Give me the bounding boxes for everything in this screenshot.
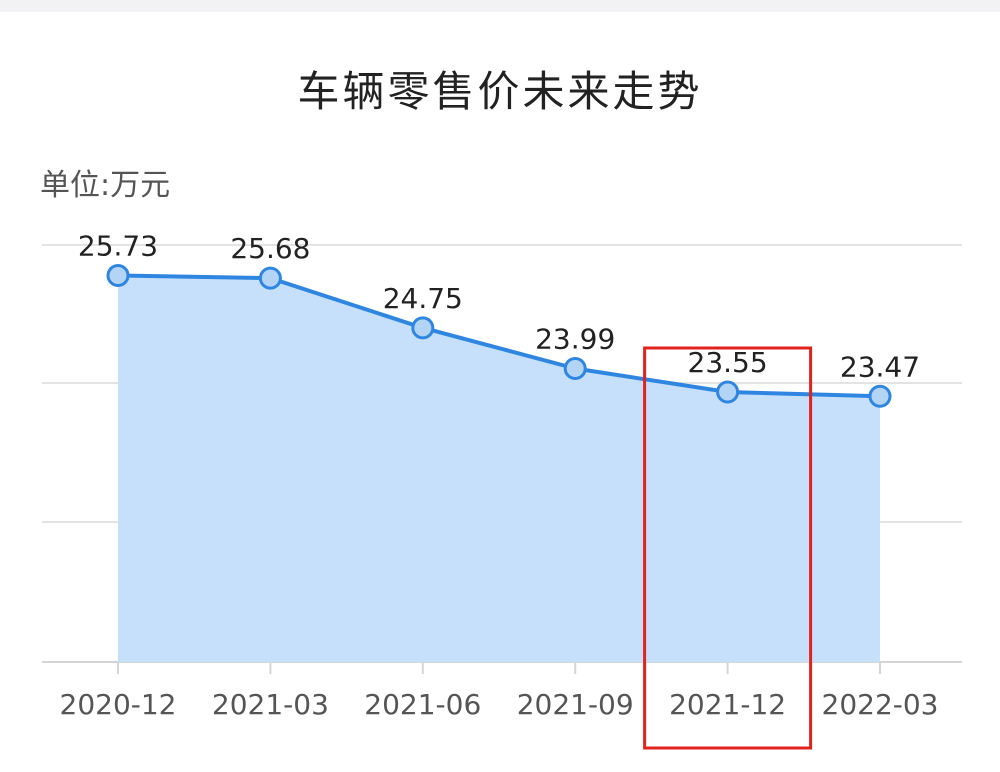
top-strip	[0, 0, 1000, 12]
x-tick-label-0: 2020-12	[60, 688, 177, 721]
series-area	[118, 275, 880, 662]
highlight-box	[643, 346, 813, 750]
data-point-0	[106, 263, 130, 287]
x-tick-label-5: 2022-03	[822, 688, 939, 721]
area-fill-layer	[118, 275, 880, 662]
data-point-1	[258, 266, 282, 290]
data-label-2: 24.75	[383, 282, 463, 315]
data-point-2	[411, 316, 435, 340]
highlight-layer	[643, 346, 813, 750]
data-label-0: 25.73	[78, 229, 158, 262]
x-tick-label-1: 2021-03	[212, 688, 329, 721]
data-point-3	[563, 356, 587, 380]
data-point-5	[868, 384, 892, 408]
data-markers	[106, 263, 892, 408]
series-line-layer	[117, 273, 881, 399]
x-axis-ticks: 2020-12 2021-03 2021-06 2021-09 2021-12 2022-…	[60, 662, 939, 721]
data-label-3: 23.99	[535, 322, 615, 355]
x-tick-label-2: 2021-06	[364, 688, 481, 721]
data-label-5: 23.47	[840, 350, 920, 383]
chart-title: 车辆零售价未来走势	[297, 67, 703, 116]
x-tick-label-4: 2021-12	[669, 688, 786, 721]
data-labels: 25.73 25.68 24.75 23.99 23.55 23.47	[78, 229, 920, 383]
data-label-4: 23.55	[688, 346, 768, 379]
data-label-1: 25.68	[230, 232, 310, 265]
unit-label: 单位:万元	[40, 168, 171, 203]
data-point-4	[716, 380, 740, 404]
series-line	[117, 273, 881, 399]
x-tick-label-3: 2021-09	[517, 688, 634, 721]
